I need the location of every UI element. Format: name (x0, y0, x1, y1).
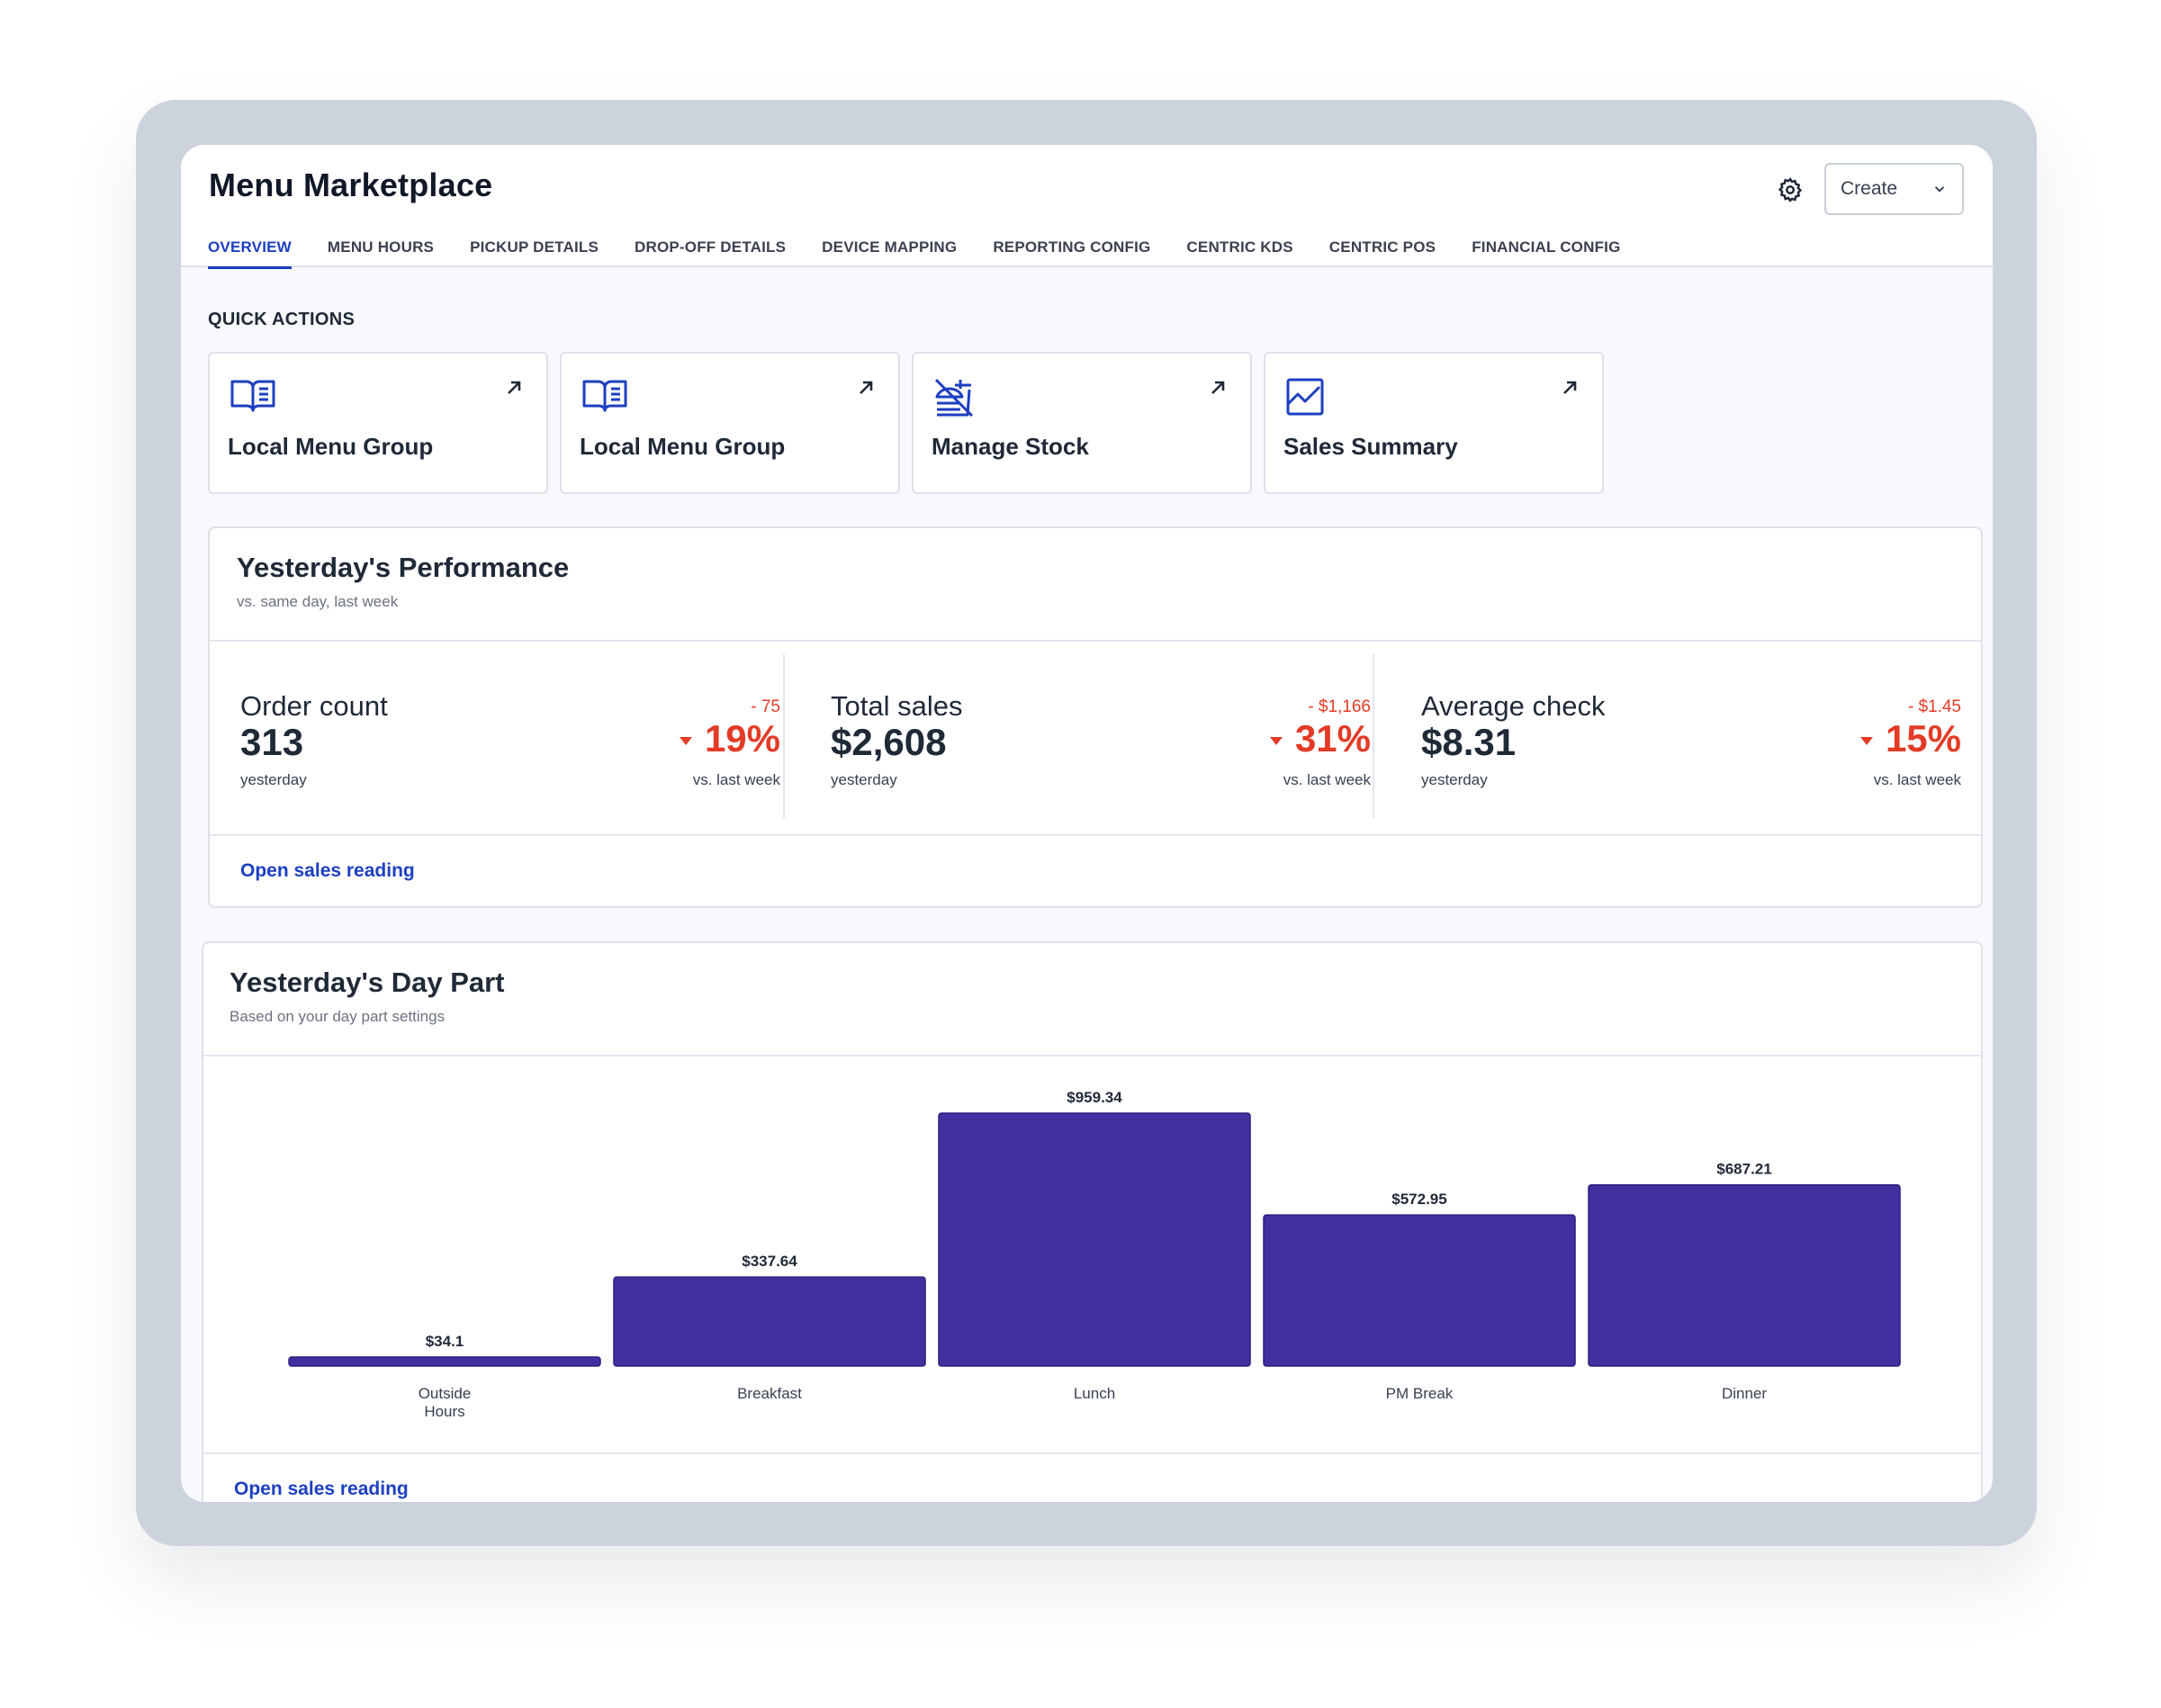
down-triangle-icon (1269, 736, 1283, 745)
metric-comparison: vs. last week (1873, 771, 1961, 788)
chart-value-label: $687.21 (1716, 1161, 1771, 1178)
tab-centric-kds[interactable]: CENTRIC KDS (1186, 238, 1293, 256)
metric-period: yesterday (831, 771, 897, 788)
metric-period: yesterday (240, 771, 307, 788)
divider (203, 1055, 1981, 1056)
metric-label: Average check (1421, 690, 1606, 722)
tab-financial-config[interactable]: FINANCIAL CONFIG (1472, 238, 1621, 256)
quick-actions-heading: QUICK ACTIONS (208, 310, 356, 329)
chart-bar (288, 1356, 601, 1367)
down-triangle-icon (1859, 736, 1873, 745)
divider (210, 640, 1981, 642)
quick-action-manage-stock[interactable]: Manage Stock (912, 352, 1252, 494)
metric-change-percent: 31% (1269, 717, 1371, 760)
metric-value: 313 (240, 721, 304, 763)
daypart-subtitle: Based on your day part settings (230, 1008, 446, 1025)
chart-category-label: Breakfast (737, 1385, 802, 1402)
quick-action-label: Local Menu Group (228, 433, 434, 460)
daypart-title: Yesterday's Day Part (230, 966, 505, 998)
tab-menu-hours[interactable]: MENU HOURS (327, 238, 435, 256)
gear-icon[interactable] (1772, 172, 1808, 208)
tab-centric-pos[interactable]: CENTRIC POS (1328, 238, 1436, 256)
down-triangle-icon (679, 736, 692, 745)
no-food-icon (933, 377, 977, 423)
metric-label: Order count (240, 690, 388, 722)
divider (210, 834, 1981, 836)
chart-value-label: $34.1 (426, 1333, 464, 1350)
line-chart-icon (1285, 377, 1325, 421)
external-arrow-icon (1209, 379, 1227, 401)
metric-period: yesterday (1421, 771, 1488, 788)
metric-comparison: vs. last week (1283, 771, 1371, 788)
chart-category-label: Outside (419, 1385, 472, 1402)
chart-bar (1263, 1214, 1576, 1367)
chart-category-label: Dinner (1722, 1385, 1767, 1402)
tab-device-mapping[interactable]: DEVICE MAPPING (822, 238, 958, 256)
metric-change-percent: 19% (679, 717, 780, 760)
metric-percent-value: 19% (704, 717, 780, 760)
chart-category-label: Hours (424, 1403, 464, 1420)
metric-order-count: Order count 313 yesterday - 75 19% vs. l… (240, 654, 780, 821)
metric-value: $8.31 (1421, 721, 1517, 763)
metric-total-sales: Total sales $2,608 yesterday - $1,166 31… (831, 654, 1371, 821)
open-sales-reading-link[interactable]: Open sales reading (234, 1479, 409, 1499)
metric-delta: - $1.45 (1907, 697, 1961, 716)
chart-value-label: $572.95 (1391, 1191, 1446, 1208)
quick-action-label: Manage Stock (932, 433, 1089, 460)
quick-action-label: Sales Summary (1283, 433, 1458, 460)
divider (203, 1452, 1981, 1454)
metric-percent-value: 15% (1885, 717, 1961, 760)
tab-pickup-details[interactable]: PICKUP DETAILS (470, 238, 599, 256)
chart-category-label: Lunch (1074, 1385, 1115, 1402)
external-arrow-icon (505, 379, 523, 401)
performance-panel: Yesterday's Performance vs. same day, la… (208, 526, 1983, 908)
daypart-panel: Yesterday's Day Part Based on your day p… (202, 941, 1983, 1502)
open-sales-reading-link[interactable]: Open sales reading (240, 860, 415, 881)
metric-delta: - 75 (751, 697, 780, 716)
book-icon (581, 377, 628, 418)
quick-action-label: Local Menu Group (580, 433, 786, 460)
book-icon (230, 377, 276, 418)
external-arrow-icon (857, 379, 875, 401)
chart-bar (613, 1276, 926, 1367)
metric-value: $2,608 (831, 721, 947, 763)
metric-separator (783, 654, 785, 818)
page-title: Menu Marketplace (209, 166, 493, 203)
metric-separator (1373, 654, 1374, 818)
app-header: Menu Marketplace Create OVERVIEW MENU HO… (181, 145, 1993, 269)
performance-subtitle: vs. same day, last week (237, 593, 399, 610)
app-screen: Menu Marketplace Create OVERVIEW MENU HO… (181, 145, 1993, 1502)
metric-label: Total sales (831, 690, 963, 722)
tab-drop-off-details[interactable]: DROP-OFF DETAILS (635, 238, 787, 256)
chevron-down-icon (1931, 181, 1948, 197)
external-arrow-icon (1561, 379, 1579, 401)
tab-overview[interactable]: OVERVIEW (208, 235, 292, 269)
quick-action-sales-summary[interactable]: Sales Summary (1264, 352, 1604, 494)
chart-value-label: $959.34 (1067, 1089, 1122, 1106)
metric-average-check: Average check $8.31 yesterday - $1.45 15… (1421, 654, 1961, 821)
create-button-label: Create (1841, 178, 1898, 199)
quick-action-local-menu-group-2[interactable]: Local Menu Group (560, 352, 900, 494)
create-dropdown-button[interactable]: Create (1824, 163, 1964, 215)
metric-delta: - $1,166 (1308, 697, 1371, 716)
metric-comparison: vs. last week (692, 771, 780, 788)
tab-bar: OVERVIEW MENU HOURS PICKUP DETAILS DROP-… (208, 235, 1657, 269)
chart-bar (938, 1112, 1251, 1367)
chart-bar (1588, 1183, 1901, 1367)
chart-category-label: PM Break (1386, 1385, 1454, 1402)
metric-percent-value: 31% (1294, 717, 1371, 760)
quick-action-local-menu-group[interactable]: Local Menu Group (208, 352, 548, 494)
metric-change-percent: 15% (1859, 717, 1961, 760)
chart-value-label: $337.64 (742, 1253, 797, 1270)
tab-reporting-config[interactable]: REPORTING CONFIG (993, 238, 1151, 256)
performance-title: Yesterday's Performance (237, 552, 570, 583)
